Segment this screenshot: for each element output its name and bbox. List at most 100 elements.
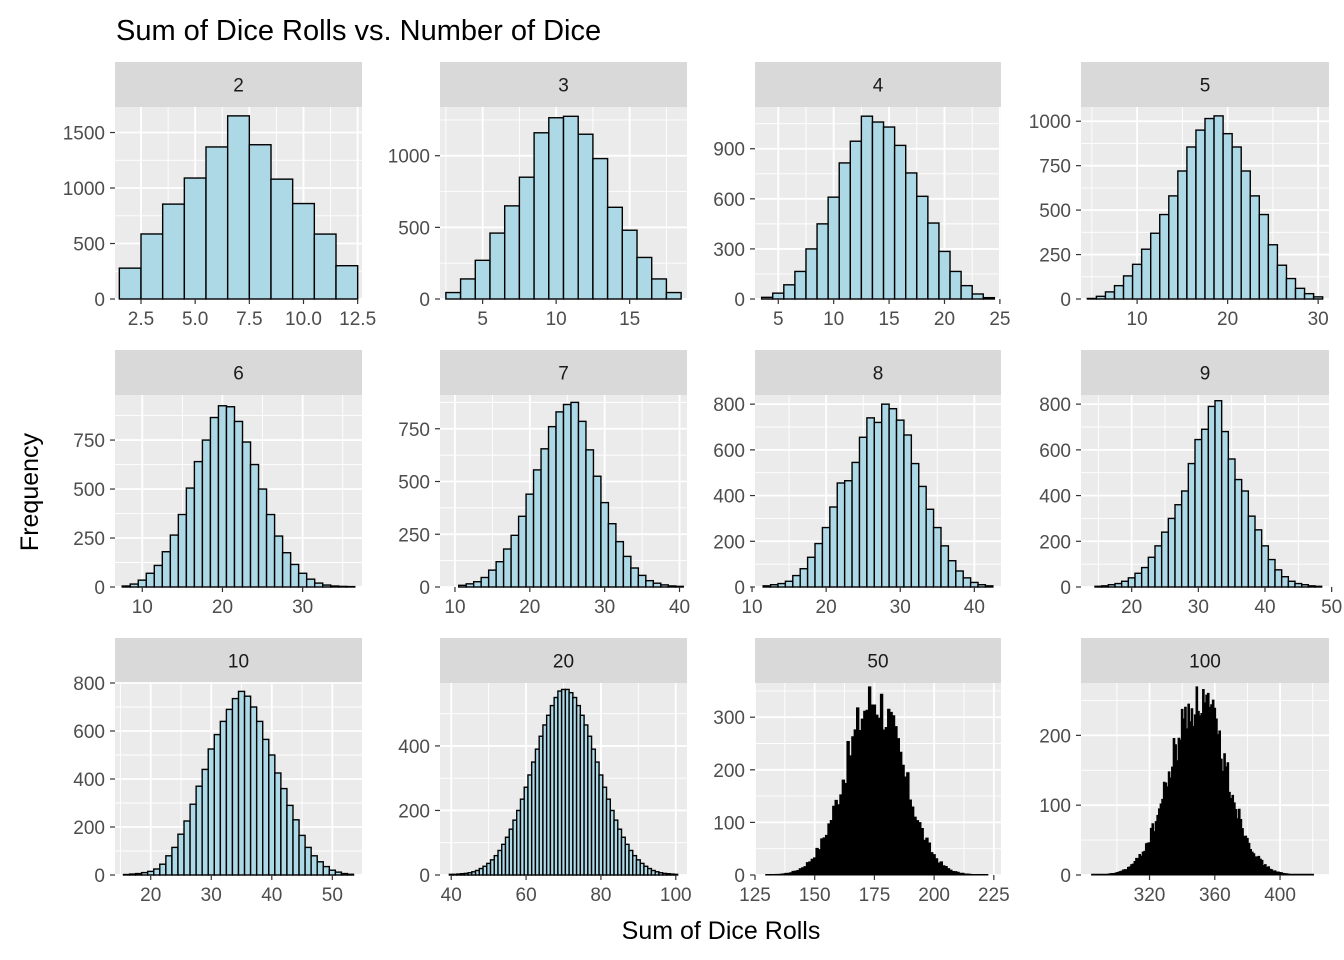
x-tick-label: 10.0 — [285, 309, 322, 330]
x-tick-label: 40 — [1254, 597, 1275, 618]
histogram-bar — [1234, 478, 1243, 588]
histogram-bar — [969, 581, 979, 588]
histogram-bar — [289, 563, 300, 588]
histogram-bar — [1267, 558, 1276, 588]
y-tick-label: 200 — [1039, 726, 1071, 747]
histogram-bar — [304, 846, 312, 876]
histogram-bar — [860, 115, 874, 300]
histogram-bar — [231, 697, 240, 876]
x-tick-label: 15 — [879, 309, 900, 330]
histogram-bar — [1314, 585, 1323, 588]
histogram-bars — [1091, 686, 1314, 876]
histogram-bar — [305, 578, 316, 588]
x-tick-label: 15 — [619, 309, 640, 330]
x-tick-label: 150 — [799, 885, 831, 906]
x-tick-label: 5.0 — [182, 309, 208, 330]
histogram-bar — [977, 584, 987, 588]
histogram-bar — [784, 580, 794, 588]
y-tick-label: 200 — [1039, 532, 1071, 553]
facet-panel-4: 4 5 10 15 20 25 0 300 600 900 — [713, 62, 1010, 330]
histogram-bar — [233, 420, 244, 588]
x-tick-label: 30 — [1188, 597, 1209, 618]
histogram-bar — [592, 475, 602, 588]
histogram-bar — [794, 270, 807, 300]
y-tick-label: 1000 — [1029, 112, 1071, 133]
y-tick-label: 1500 — [63, 124, 105, 145]
histogram-bar — [255, 720, 264, 876]
histogram-bar — [335, 265, 359, 300]
y-tick-label: 750 — [398, 420, 430, 441]
histogram-bar — [183, 177, 207, 300]
histogram-bar — [1294, 582, 1303, 588]
panel-axes: 40 60 80 100 0 200 400 — [398, 737, 691, 906]
y-tick-label: 200 — [398, 801, 430, 822]
y-tick-label: 800 — [713, 395, 745, 416]
histogram-bar — [645, 579, 655, 588]
x-tick-label: 5 — [477, 309, 488, 330]
y-tick-label: 250 — [73, 529, 105, 550]
histogram-bar — [1180, 490, 1190, 588]
histogram-bar — [905, 172, 918, 300]
histogram-bar — [1303, 292, 1315, 300]
histogram-bar — [459, 278, 476, 300]
y-tick-label: 400 — [73, 770, 105, 791]
histogram-bar — [760, 296, 774, 300]
histogram-bar — [940, 545, 950, 588]
y-tick-label: 0 — [94, 578, 105, 599]
histogram-bar — [207, 748, 215, 876]
y-tick-label: 100 — [713, 813, 745, 834]
facet-strip-label: 10 — [228, 652, 249, 673]
facet-strip-label: 8 — [873, 364, 884, 385]
histogram-bar — [237, 690, 246, 876]
panel-axes: 2.5 5.0 7.5 10.0 12.5 0 500 1000 1500 — [63, 124, 376, 330]
histogram-bar — [651, 278, 668, 300]
histogram-bar — [532, 469, 542, 588]
histogram-bar — [1280, 576, 1290, 588]
facet-strip — [115, 62, 362, 107]
x-tick-label: 2.5 — [128, 309, 154, 330]
histogram-bar — [607, 523, 617, 588]
facet-strip — [1081, 62, 1329, 107]
histogram-bar — [1200, 428, 1210, 588]
histogram-bar — [570, 401, 580, 588]
histogram-bar — [161, 203, 186, 300]
histogram-bar — [280, 787, 288, 876]
facet-strip-label: 2 — [233, 76, 244, 97]
facet-panel-6: 6 10 20 30 0 250 500 750 — [73, 350, 362, 618]
histogram-bar — [171, 846, 179, 876]
histogram-bar — [177, 513, 188, 588]
histogram-bar — [962, 577, 972, 588]
facet-strip-label: 100 — [1189, 652, 1221, 673]
histogram-bar — [169, 534, 180, 588]
histogram-bar — [955, 570, 964, 588]
histogram-bar — [161, 551, 172, 588]
y-tick-label: 0 — [1060, 290, 1071, 311]
x-tick-label: 20 — [212, 597, 233, 618]
facet-panel-20: 20 40 60 80 100 0 200 400 — [398, 638, 692, 906]
histogram-bar — [262, 738, 270, 876]
y-tick-label: 400 — [713, 487, 745, 508]
x-tick-label: 10 — [741, 597, 762, 618]
histogram-bar — [606, 206, 624, 300]
panel-axes: 10 20 30 40 0 250 500 750 — [398, 420, 690, 618]
x-tick-label: 50 — [1321, 597, 1342, 618]
histogram-bar — [225, 406, 236, 588]
histogram-bar — [129, 583, 139, 588]
histogram-bar — [1174, 504, 1183, 588]
histogram-bar — [205, 146, 229, 300]
histogram-bar — [1207, 405, 1216, 588]
histogram-bars — [760, 115, 996, 300]
histogram-bar — [502, 548, 512, 588]
histogram-bar — [849, 140, 863, 300]
histogram-bar — [1274, 569, 1283, 588]
histogram-bar — [334, 871, 343, 876]
panel-axes: 10 20 30 0 250 500 750 — [73, 431, 313, 618]
histogram-bar — [562, 403, 572, 588]
histogram-bar — [248, 144, 272, 300]
histogram-bar — [665, 291, 682, 300]
histogram-bar — [487, 569, 497, 588]
histogram-bar — [1285, 277, 1297, 300]
histogram-bar — [137, 579, 147, 588]
histogram-bar — [652, 582, 662, 588]
